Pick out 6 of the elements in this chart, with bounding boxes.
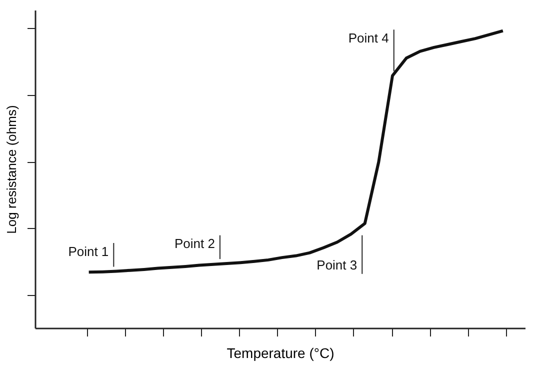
x-axis-title: Temperature (°C) — [226, 345, 334, 361]
annotation: Point 1 — [68, 244, 109, 259]
annotation: Point 4 — [348, 30, 389, 46]
annotation: Point 3 — [316, 257, 358, 272]
y-axis-title: Log resistance (ohms) — [4, 105, 19, 234]
annotation: Point 2 — [174, 236, 215, 252]
